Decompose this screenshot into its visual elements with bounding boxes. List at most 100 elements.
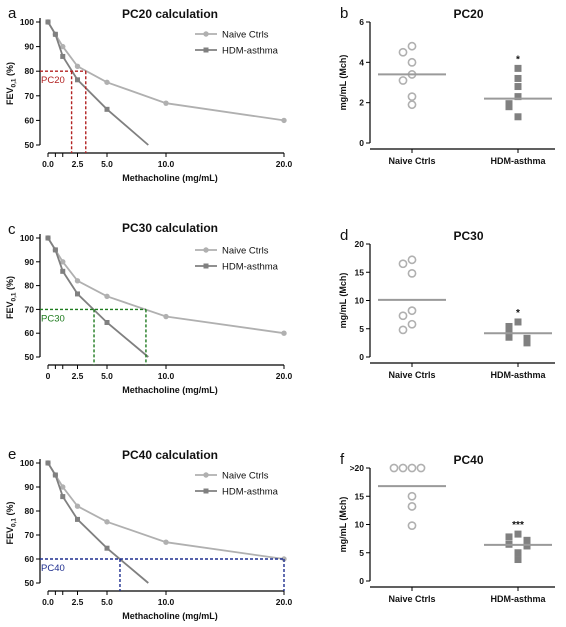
y-tick-label: 0 xyxy=(359,138,364,148)
series-line-hdm xyxy=(47,237,149,358)
x-category-label: HDM-asthma xyxy=(490,370,546,380)
y-tick-label: 100 xyxy=(20,458,34,468)
y-tick-label: 10 xyxy=(355,520,365,530)
data-point xyxy=(104,106,110,112)
y-tick-label: >20 xyxy=(350,463,365,473)
y-tick-label: 50 xyxy=(25,140,35,150)
legend-label: HDM-asthma xyxy=(222,262,279,273)
data-point xyxy=(104,293,110,300)
x-tick-label: 2.5 xyxy=(72,159,84,169)
y-tick-label: 6 xyxy=(359,17,364,27)
y-tick-label: 70 xyxy=(25,304,35,314)
x-tick-label: 5.0 xyxy=(101,597,113,607)
y-tick-label: 90 xyxy=(25,42,35,52)
data-point xyxy=(104,519,110,525)
panel-letter: e xyxy=(8,446,16,463)
data-point xyxy=(514,74,522,82)
data-point xyxy=(45,460,51,466)
x-tick-label: 10.0 xyxy=(158,597,175,607)
x-tick-label: 0.0 xyxy=(42,159,54,169)
legend-marker xyxy=(203,47,209,53)
data-point xyxy=(60,494,66,500)
y-tick-label: 100 xyxy=(20,17,34,27)
data-point xyxy=(281,117,287,124)
legend-label: HDM-asthma xyxy=(222,487,279,498)
data-point xyxy=(523,339,531,347)
x-tick-label: 5.0 xyxy=(101,371,113,381)
data-point xyxy=(407,268,417,278)
x-category-label: Naive Ctrls xyxy=(388,594,435,604)
panel-letter: c xyxy=(8,221,16,238)
data-point xyxy=(514,64,522,72)
threshold-label: PC30 xyxy=(41,313,65,324)
data-point xyxy=(104,79,110,85)
threshold-label: PC20 xyxy=(41,75,65,86)
data-point xyxy=(514,318,522,326)
data-point xyxy=(52,472,58,478)
data-point xyxy=(75,77,80,83)
y-axis-label: mg/mL (Mch) xyxy=(338,273,348,329)
x-category-label: HDM-asthma xyxy=(490,594,546,604)
y-axis-label-unit: (%) xyxy=(5,501,15,518)
chart-title: PC20 calculation xyxy=(122,7,218,21)
data-point xyxy=(407,319,417,329)
data-point xyxy=(104,319,110,325)
y-tick-label: 50 xyxy=(25,352,35,362)
data-point xyxy=(74,278,81,284)
data-point xyxy=(407,57,417,67)
y-tick-label: 20 xyxy=(355,239,365,249)
x-axis-label: Methacholine (mg/mL) xyxy=(122,173,218,183)
y-tick-label: 90 xyxy=(25,482,35,492)
chart-title: PC40 calculation xyxy=(122,448,218,462)
significance-marker: * xyxy=(516,54,520,65)
data-point xyxy=(398,76,408,85)
y-tick-label: 60 xyxy=(25,115,35,125)
data-point xyxy=(407,41,417,51)
y-axis-label: FEV0,1 (%) xyxy=(5,501,18,544)
y-tick-label: 0 xyxy=(359,576,364,586)
data-point xyxy=(407,100,417,110)
x-tick-label: 5.0 xyxy=(101,159,113,169)
y-tick-label: 50 xyxy=(25,578,35,588)
data-point xyxy=(398,311,408,321)
y-axis-label-main: FEV xyxy=(5,88,15,106)
data-point xyxy=(398,259,408,269)
data-point xyxy=(74,63,81,69)
legend-label: Naive Ctrls xyxy=(222,246,269,257)
y-tick-label: 80 xyxy=(25,506,35,516)
y-tick-label: 70 xyxy=(25,91,35,101)
data-point xyxy=(45,235,51,241)
data-point xyxy=(407,491,417,501)
y-tick-label: 5 xyxy=(359,324,364,334)
data-point xyxy=(60,268,66,274)
data-point xyxy=(45,19,51,25)
x-tick-label: 2.5 xyxy=(72,371,84,381)
data-point xyxy=(52,31,58,37)
x-axis-label: Methacholine (mg/mL) xyxy=(122,385,218,395)
x-tick-label: 0 xyxy=(46,371,51,381)
y-axis-label: FEV0,1 (%) xyxy=(5,62,18,105)
y-axis-label: mg/mL (Mch) xyxy=(338,55,348,111)
data-point xyxy=(505,333,513,341)
y-axis-label-sub: 0,1 xyxy=(11,78,18,87)
data-point xyxy=(60,484,66,490)
y-tick-label: 4 xyxy=(359,57,364,67)
legend-label: Naive Ctrls xyxy=(222,471,269,482)
data-point xyxy=(514,530,522,538)
data-point xyxy=(163,313,169,320)
y-tick-label: 90 xyxy=(25,257,35,267)
data-point xyxy=(523,536,531,544)
data-point xyxy=(398,325,408,335)
data-point xyxy=(60,53,66,59)
data-point xyxy=(398,47,408,57)
x-tick-label: 20.0 xyxy=(276,371,293,381)
chart-title: PC20 xyxy=(453,7,483,21)
data-point xyxy=(514,93,522,101)
data-point xyxy=(398,463,408,473)
x-axis-label: Methacholine (mg/mL) xyxy=(122,611,218,621)
panel-a: a PC20 calculation 50 60 70 80 90 100 0.0 2.5 5.0 1… xyxy=(5,5,293,183)
chart-title: PC30 calculation xyxy=(122,221,218,235)
legend-label: Naive Ctrls xyxy=(222,30,269,41)
y-tick-label: 10 xyxy=(355,296,365,306)
